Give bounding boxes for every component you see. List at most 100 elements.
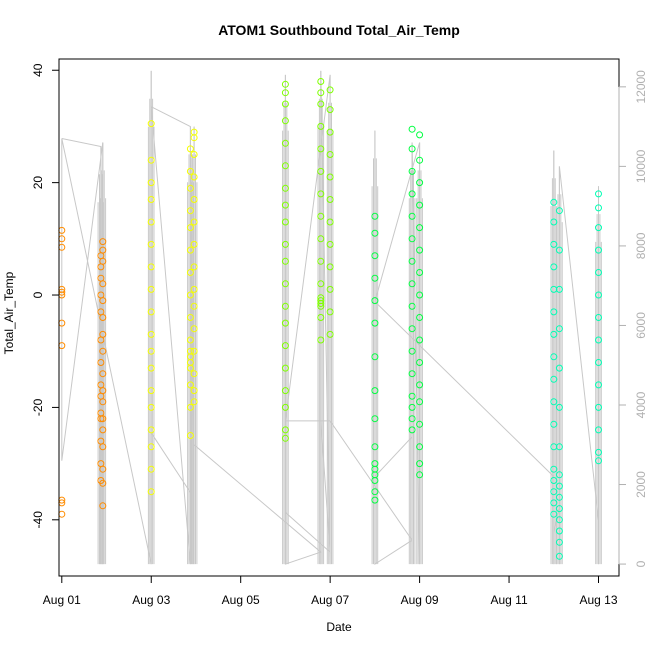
data-point — [190, 347, 198, 355]
data-point — [555, 403, 563, 411]
data-point — [371, 496, 379, 504]
data-point — [147, 443, 155, 451]
data-point — [147, 347, 155, 355]
data-point — [190, 302, 198, 310]
data-point — [371, 252, 379, 260]
data-point — [555, 505, 563, 513]
data-point — [371, 488, 379, 496]
data-point — [186, 336, 194, 344]
data-point — [555, 482, 563, 490]
data-point — [99, 387, 107, 395]
data-point — [595, 426, 602, 434]
data-point — [147, 364, 155, 372]
data-point — [555, 527, 563, 535]
data-point — [281, 89, 289, 97]
data-point — [147, 218, 155, 226]
data-point — [416, 336, 424, 344]
data-point — [317, 89, 325, 97]
data-point — [555, 552, 563, 560]
data-point — [408, 212, 416, 220]
data-point — [147, 240, 155, 248]
data-point — [190, 387, 198, 395]
data-point — [190, 196, 198, 203]
data-point — [281, 257, 289, 265]
y-tick-label: 40 — [31, 63, 45, 77]
data-point — [416, 246, 424, 254]
data-point — [550, 499, 558, 507]
data-point — [555, 246, 563, 254]
data-point — [190, 151, 198, 158]
data-point — [408, 426, 416, 434]
x-tick-label: Aug 03 — [132, 593, 170, 607]
data-point — [281, 100, 289, 108]
data-point — [595, 381, 602, 389]
data-point — [317, 235, 325, 243]
data-point — [190, 263, 198, 271]
data-point — [147, 285, 155, 293]
data-point — [416, 314, 424, 321]
data-point — [186, 432, 194, 439]
x-axis-label: Date — [326, 620, 352, 634]
data-point — [99, 347, 107, 355]
data-point — [186, 184, 194, 192]
data-point — [186, 381, 194, 389]
x-tick-label: Aug 05 — [222, 593, 260, 607]
y2-tick-label: 12000 — [634, 70, 648, 104]
data-point — [317, 314, 325, 321]
data-point — [281, 218, 289, 226]
data-point — [595, 246, 602, 254]
data-point — [99, 314, 107, 321]
y-tick-label: 20 — [31, 176, 45, 190]
data-point — [317, 300, 325, 307]
x-tick-label: Aug 13 — [579, 593, 617, 607]
y-axis: -40 -20 0 20 40 — [31, 63, 60, 528]
data-point — [317, 257, 325, 265]
data-point — [147, 426, 155, 434]
data-point — [408, 235, 416, 243]
data-point — [190, 134, 198, 142]
data-point — [416, 156, 424, 164]
data-point — [555, 443, 563, 451]
data-point — [147, 330, 155, 338]
data-point — [595, 457, 602, 465]
data-point — [99, 398, 107, 406]
data-point — [595, 204, 602, 212]
x-axis: Aug 01 Aug 03 Aug 05 Aug 07 Aug 09 Aug 11 Aug … — [43, 575, 618, 607]
data-point — [281, 117, 289, 125]
data-point — [326, 330, 334, 338]
data-point — [326, 263, 334, 271]
data-point — [99, 330, 107, 338]
data-point — [371, 387, 379, 395]
data-point — [555, 516, 563, 524]
data-point — [281, 162, 289, 170]
altitude-overlay — [61, 70, 602, 566]
data-point — [190, 218, 198, 226]
data-point — [550, 330, 558, 338]
data-point — [555, 364, 563, 372]
data-point — [416, 460, 424, 468]
series-4 — [550, 190, 602, 560]
data-point — [147, 308, 155, 316]
data-point — [186, 364, 194, 372]
data-point — [326, 308, 334, 316]
data-point — [555, 285, 563, 293]
data-point — [281, 364, 289, 372]
data-point — [99, 426, 107, 434]
data-point — [550, 510, 558, 518]
data-point — [99, 238, 107, 246]
data-point — [408, 347, 416, 355]
data-point — [416, 224, 424, 232]
data-point — [595, 448, 602, 456]
data-point — [416, 291, 424, 299]
data-point — [147, 196, 155, 203]
data-point — [416, 201, 424, 209]
x-tick-label: Aug 11 — [490, 593, 527, 607]
data-point — [281, 280, 289, 288]
plot-frame — [58, 58, 620, 577]
y2-tick-label: 2000 — [634, 471, 648, 498]
data-point — [326, 196, 334, 203]
data-point — [326, 151, 334, 158]
data-point — [408, 325, 416, 333]
